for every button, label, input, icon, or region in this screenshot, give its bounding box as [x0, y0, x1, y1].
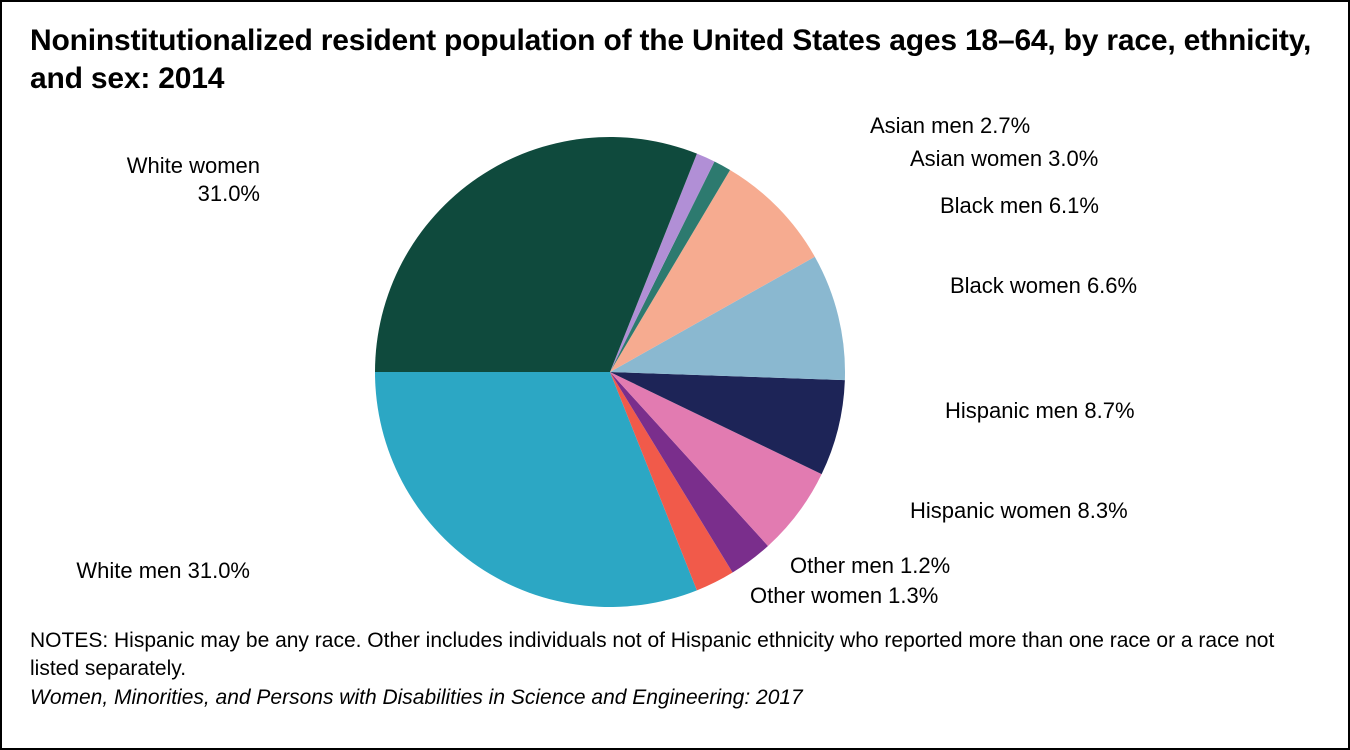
slice-label-line: Hispanic women 8.3% — [910, 497, 1128, 525]
slice-label: Black women 6.6% — [950, 272, 1137, 300]
slice-label-line: Asian women 3.0% — [910, 145, 1098, 173]
chart-area: White women31.0% Asian men 2.7% Asian wome… — [30, 97, 1320, 627]
slice-label-line: Black men 6.1% — [940, 192, 1099, 220]
slice-label-line: Other men 1.2% — [790, 552, 950, 580]
slice-label-line: Hispanic men 8.7% — [945, 397, 1135, 425]
slice-label: White men 31.0% — [76, 557, 250, 585]
slice-label: White women31.0% — [127, 152, 260, 207]
slice-label: Other women 1.3% — [750, 582, 938, 610]
slice-label-line: White women — [127, 152, 260, 180]
chart-notes: NOTES: Hispanic may be any race. Other i… — [30, 627, 1320, 684]
slice-label-line: Other women 1.3% — [750, 582, 938, 610]
slice-label: Asian men 2.7% — [870, 112, 1030, 140]
slice-label: Other men 1.2% — [790, 552, 950, 580]
slice-label: Hispanic men 8.7% — [945, 397, 1135, 425]
chart-title: Noninstitutionalized resident population… — [30, 22, 1320, 97]
slice-label-line: White men 31.0% — [76, 557, 250, 585]
slice-label: Hispanic women 8.3% — [910, 497, 1128, 525]
slice-label: Black men 6.1% — [940, 192, 1099, 220]
chart-source: Women, Minorities, and Persons with Disa… — [30, 686, 1320, 710]
chart-frame: Noninstitutionalized resident population… — [0, 0, 1350, 750]
slice-label-line: 31.0% — [127, 180, 260, 208]
slice-label-line: Black women 6.6% — [950, 272, 1137, 300]
slice-label-line: Asian men 2.7% — [870, 112, 1030, 140]
slice-label: Asian women 3.0% — [910, 145, 1098, 173]
